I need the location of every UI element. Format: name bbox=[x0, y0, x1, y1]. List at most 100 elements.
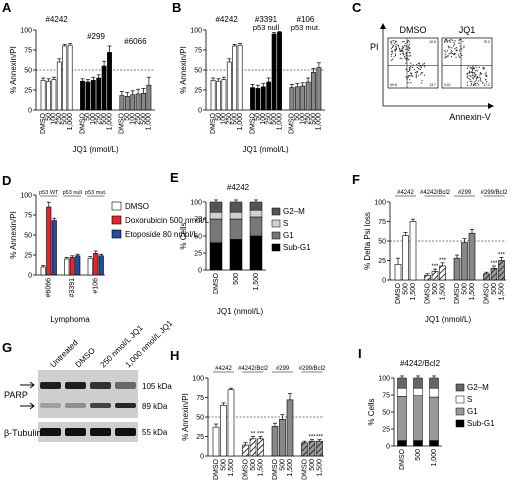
flow-event bbox=[444, 57, 446, 59]
flow-event bbox=[395, 40, 397, 42]
flow-event bbox=[472, 66, 474, 68]
flow-event bbox=[420, 67, 422, 69]
flow-event bbox=[390, 42, 392, 44]
bar bbox=[69, 257, 75, 276]
flow-event bbox=[457, 54, 459, 56]
flow-event bbox=[392, 45, 394, 48]
x-tick-label: 1,500 bbox=[469, 283, 476, 301]
quadrant-percent: 9.01 bbox=[444, 83, 451, 87]
panel-label: F bbox=[352, 172, 360, 187]
quadrant-percent: 13.7 bbox=[429, 83, 436, 87]
flow-event bbox=[469, 74, 471, 77]
x-axis-label: JQ1 (nmol/L) bbox=[242, 145, 289, 154]
flow-event bbox=[482, 66, 484, 68]
flow-event bbox=[418, 62, 420, 65]
panel-D: D 0 25 50 75 100 % Annexin/PI #6066 p53 WT #3391 p… bbox=[2, 173, 210, 324]
flow-event bbox=[401, 45, 404, 48]
group-label: #299 bbox=[458, 190, 472, 196]
quadrant-percent: 2.74 bbox=[444, 40, 451, 44]
x-tick-label: 50 bbox=[294, 113, 301, 121]
flow-event bbox=[476, 82, 478, 84]
bar bbox=[93, 253, 99, 276]
x-tick-label: 500 bbox=[232, 113, 239, 125]
lane-label: 250 nmol/L JQ1 bbox=[99, 323, 145, 369]
flow-event bbox=[449, 46, 451, 48]
legend-label: G1 bbox=[467, 407, 478, 416]
stack-segment bbox=[229, 201, 243, 213]
panel-label: B bbox=[172, 0, 181, 15]
flow-event bbox=[476, 67, 478, 69]
bar bbox=[46, 206, 52, 276]
bar bbox=[483, 273, 490, 281]
flow-event bbox=[450, 50, 452, 52]
y-tick-label: 50 bbox=[382, 410, 390, 417]
x-tick-label: 1,000 bbox=[67, 113, 74, 131]
flow-event bbox=[470, 84, 472, 86]
group-label: #3391 bbox=[255, 15, 278, 24]
flow-event bbox=[452, 39, 454, 42]
arrow-right-icon bbox=[20, 381, 35, 389]
significance-stars: *** bbox=[490, 261, 498, 267]
quadrant-percent: 5.76 bbox=[390, 40, 397, 44]
stack-segment bbox=[249, 201, 263, 211]
panel-label: H bbox=[170, 348, 179, 363]
flow-event bbox=[423, 74, 425, 76]
x-tick-label: 1,500 bbox=[498, 283, 505, 301]
flow-event bbox=[407, 40, 409, 42]
flow-event bbox=[459, 48, 461, 50]
bar bbox=[40, 80, 46, 111]
stack-segment bbox=[413, 440, 423, 447]
flow-event bbox=[409, 79, 411, 81]
flow-event bbox=[473, 73, 475, 75]
panel-title: #4242 bbox=[227, 183, 250, 192]
flow-event bbox=[401, 57, 403, 59]
legend-label: S bbox=[467, 395, 472, 404]
stack-segment bbox=[429, 387, 439, 398]
flow-event bbox=[406, 59, 408, 61]
x-tick-label: DMSO bbox=[301, 458, 308, 480]
flow-event bbox=[409, 52, 411, 54]
flow-event bbox=[391, 51, 393, 53]
y-tick-label: 75 bbox=[194, 48, 202, 55]
stack-segment bbox=[429, 377, 439, 389]
flow-event bbox=[402, 47, 404, 49]
y-tick-label: 25 bbox=[196, 434, 204, 441]
group-label: #299 bbox=[276, 366, 290, 372]
bar bbox=[90, 80, 96, 111]
bar bbox=[226, 61, 232, 111]
flow-event bbox=[394, 43, 396, 45]
y-tick-label: 50 bbox=[378, 239, 386, 246]
flow-event bbox=[471, 72, 474, 74]
flow-event bbox=[406, 70, 408, 72]
bar bbox=[453, 257, 461, 281]
flow-event bbox=[470, 67, 473, 69]
kda-marker: 55 kDa bbox=[142, 428, 168, 437]
y-axis-label: PI bbox=[370, 42, 379, 52]
flow-event bbox=[408, 43, 411, 45]
flow-event bbox=[450, 52, 452, 54]
x-tick-label: DMSO bbox=[289, 112, 296, 134]
stack-segment bbox=[249, 216, 263, 237]
x-tick-label: DMSO bbox=[395, 282, 402, 304]
flow-event bbox=[467, 65, 469, 67]
flow-event bbox=[478, 66, 480, 68]
legend-swatch bbox=[271, 219, 281, 228]
x-tick-label: 1,500 bbox=[316, 459, 323, 477]
stack-segment bbox=[209, 201, 223, 213]
flow-event bbox=[399, 53, 401, 55]
x-tick-label: 500 bbox=[432, 283, 439, 295]
flow-event bbox=[392, 58, 394, 60]
x-tick-label: DMSO bbox=[119, 112, 126, 134]
flow-event bbox=[454, 54, 456, 56]
bar bbox=[96, 77, 102, 111]
significance-stars: *** bbox=[257, 432, 265, 438]
flow-event bbox=[461, 54, 463, 57]
flow-event bbox=[473, 75, 476, 77]
x-tick-label: 500 bbox=[233, 273, 240, 285]
flow-event bbox=[466, 73, 468, 75]
bar bbox=[257, 438, 264, 457]
flow-event bbox=[473, 83, 475, 85]
x-tick-label: DMSO bbox=[40, 112, 47, 134]
x-tick-label: 500 bbox=[402, 283, 409, 295]
bar bbox=[51, 220, 57, 276]
